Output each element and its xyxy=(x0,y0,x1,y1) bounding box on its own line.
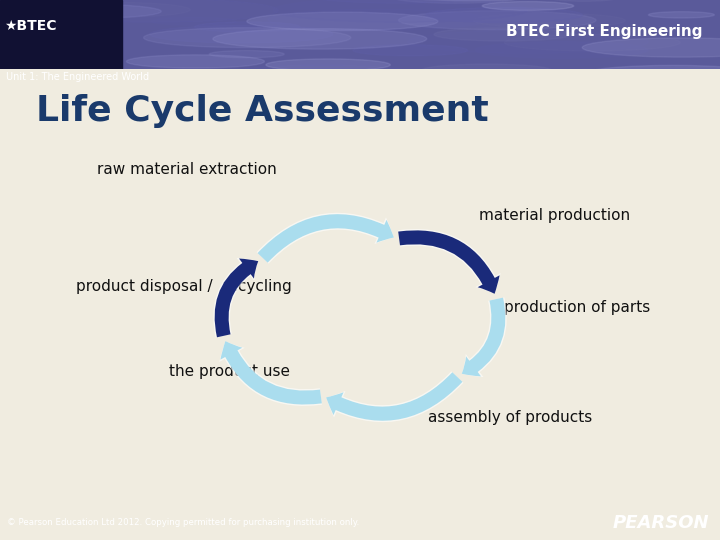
FancyArrowPatch shape xyxy=(220,341,322,404)
Text: product disposal /  recycling: product disposal / recycling xyxy=(76,279,292,294)
Circle shape xyxy=(0,34,117,49)
Circle shape xyxy=(305,0,488,3)
Circle shape xyxy=(504,34,680,51)
FancyArrowPatch shape xyxy=(213,258,258,338)
Circle shape xyxy=(127,55,264,68)
Circle shape xyxy=(408,30,648,53)
Circle shape xyxy=(15,4,161,18)
FancyArrowPatch shape xyxy=(462,298,505,376)
Text: PEARSON: PEARSON xyxy=(613,514,709,531)
FancyArrowPatch shape xyxy=(220,341,322,406)
Circle shape xyxy=(194,22,300,32)
FancyArrowPatch shape xyxy=(215,259,258,338)
Circle shape xyxy=(353,45,467,56)
Text: BTEC First Engineering: BTEC First Engineering xyxy=(505,24,702,38)
Text: material production: material production xyxy=(479,208,630,222)
Text: assembly of products: assembly of products xyxy=(428,410,593,425)
Circle shape xyxy=(282,72,358,79)
Circle shape xyxy=(266,59,390,71)
Circle shape xyxy=(551,0,616,1)
Circle shape xyxy=(473,14,625,28)
FancyArrowPatch shape xyxy=(462,298,507,377)
Circle shape xyxy=(143,28,351,48)
Circle shape xyxy=(213,29,427,49)
Text: the product use: the product use xyxy=(169,364,290,379)
Circle shape xyxy=(32,0,279,22)
FancyArrowPatch shape xyxy=(256,213,394,264)
Circle shape xyxy=(398,11,596,30)
Circle shape xyxy=(584,65,720,83)
Circle shape xyxy=(422,64,552,77)
Circle shape xyxy=(268,9,487,30)
Circle shape xyxy=(32,2,190,17)
Circle shape xyxy=(649,12,714,18)
Circle shape xyxy=(150,25,333,43)
Circle shape xyxy=(247,12,438,31)
Circle shape xyxy=(582,38,720,57)
Bar xyxy=(0,0,122,69)
Circle shape xyxy=(390,0,552,1)
FancyArrowPatch shape xyxy=(258,214,394,262)
Text: Unit 1: The Engineered World: Unit 1: The Engineered World xyxy=(6,72,149,82)
Circle shape xyxy=(225,65,420,84)
Circle shape xyxy=(209,51,284,58)
Circle shape xyxy=(475,42,648,58)
Text: production of parts: production of parts xyxy=(504,300,650,314)
FancyArrowPatch shape xyxy=(326,372,464,422)
Circle shape xyxy=(426,8,582,23)
Circle shape xyxy=(559,70,618,75)
Text: © Pearson Education Ltd 2012. Copying permitted for purchasing institution only.: © Pearson Education Ltd 2012. Copying pe… xyxy=(7,518,359,527)
Text: ★BTEC: ★BTEC xyxy=(4,19,56,33)
Text: raw material extraction: raw material extraction xyxy=(97,162,277,177)
FancyArrowPatch shape xyxy=(398,229,500,294)
Circle shape xyxy=(482,2,574,10)
Text: Life Cycle Assessment: Life Cycle Assessment xyxy=(36,94,489,128)
Circle shape xyxy=(151,17,235,25)
Circle shape xyxy=(273,0,528,22)
Circle shape xyxy=(434,28,572,41)
FancyArrowPatch shape xyxy=(398,231,500,294)
FancyArrowPatch shape xyxy=(326,372,462,421)
Circle shape xyxy=(392,0,520,3)
